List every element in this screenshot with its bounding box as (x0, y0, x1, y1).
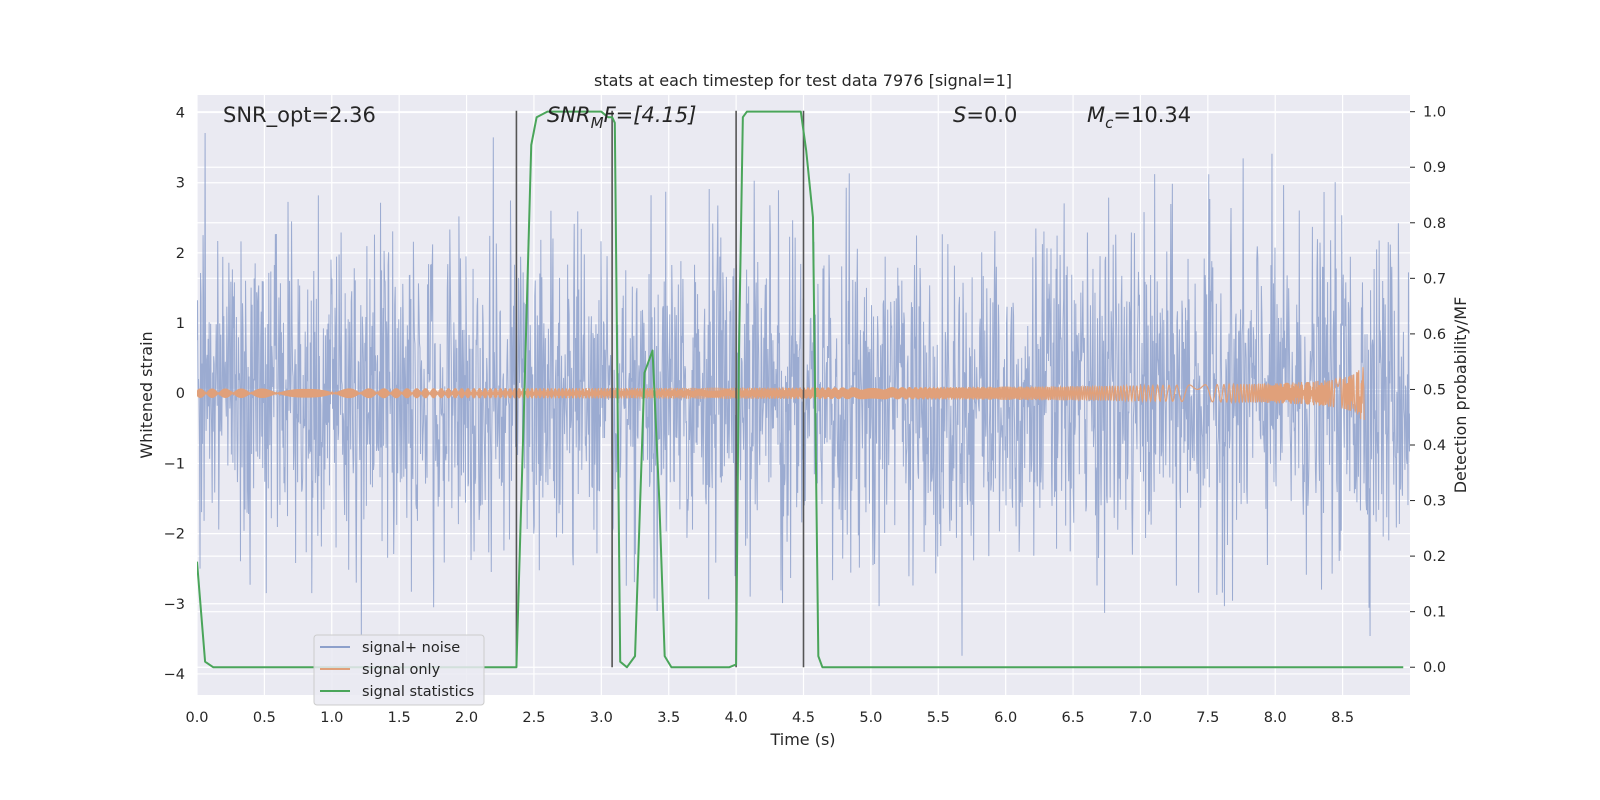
x-tick-label: 3.5 (657, 710, 680, 726)
snr-mf-symbol: SNR (547, 103, 591, 127)
s-value: =0.0 (966, 103, 1017, 127)
x-tick-label: 8.0 (1264, 710, 1287, 726)
y-right-tick-label: 0.5 (1423, 382, 1446, 398)
x-tick-label: 0.0 (185, 710, 208, 726)
x-tick-label: 6.0 (994, 710, 1017, 726)
legend-label-signal: signal only (362, 662, 441, 678)
snr-mf-value: F=[4.15] (604, 103, 697, 127)
legend-box (313, 634, 485, 706)
x-tick-label: 2.0 (455, 710, 478, 726)
y-right-tick-label: 1.0 (1423, 105, 1446, 121)
y-right-tick-label: 0.6 (1423, 327, 1446, 343)
y-left-tick-label: 3 (176, 176, 185, 192)
y-left-axis-label: Whitened strain (137, 331, 156, 458)
legend: signal+ noise signal only signal statist… (313, 634, 485, 706)
y-right-tick-label: 0.9 (1423, 160, 1446, 176)
y-left-tick-label: −3 (164, 597, 185, 613)
y-left-axis-ticks: −4 −3 −2 −1 0 1 2 3 4 (164, 106, 185, 683)
annotation-mc: Mc=10.34 (1087, 103, 1191, 132)
x-tick-label: 2.5 (522, 710, 545, 726)
x-tick-label: 1.0 (320, 710, 343, 726)
x-tick-label: 5.0 (859, 710, 882, 726)
chirp-trace (197, 367, 1365, 420)
x-tick-label: 5.5 (927, 710, 950, 726)
y-left-tick-label: 2 (176, 246, 185, 262)
y-left-tick-label: 0 (176, 386, 185, 402)
x-tick-label: 7.5 (1196, 710, 1219, 726)
statistics-trace (197, 110, 1404, 669)
legend-label-noise: signal+ noise (362, 640, 460, 656)
annotation-snr-opt: SNR_opt=2.36 (223, 103, 376, 128)
y-right-tick-label: 0.3 (1423, 494, 1446, 510)
x-tick-label: 0.5 (253, 710, 276, 726)
x-tick-label: 4.0 (725, 710, 748, 726)
chart-title: stats at each timestep for test data 797… (594, 71, 1012, 90)
x-axis-label: Time (s) (769, 730, 835, 749)
y-left-tick-label: −2 (164, 527, 185, 543)
x-tick-label: 7.0 (1129, 710, 1152, 726)
x-tick-label: 4.5 (792, 710, 815, 726)
y-right-tick-label: 0.1 (1423, 605, 1446, 621)
y-right-axis-ticks: 0.0 0.1 0.2 0.3 0.4 0.5 0.6 0.7 0.8 0.9 1.0 (1410, 105, 1446, 676)
y-right-tick-label: 0.4 (1423, 438, 1446, 454)
mc-subscript: c (1105, 114, 1114, 132)
x-tick-label: 6.5 (1062, 710, 1085, 726)
y-left-tick-label: 4 (176, 106, 185, 122)
y-right-axis-label: Detection probability/MF (1451, 297, 1470, 494)
x-axis-ticks: 0.0 0.5 1.0 1.5 2.0 2.5 3.0 3.5 4.0 4.5 5.0 5.5 6.0 6… (185, 710, 1354, 726)
y-right-tick-label: 0.8 (1423, 216, 1446, 232)
y-right-tick-label: 0.7 (1423, 271, 1446, 287)
s-symbol: S (953, 103, 966, 127)
snr-mf-subscript: M (591, 114, 604, 132)
series-signal-statistics (197, 110, 1404, 669)
x-tick-label: 8.5 (1331, 710, 1354, 726)
y-left-tick-label: 1 (176, 316, 185, 332)
mc-symbol: M (1087, 103, 1105, 127)
detection-marker-lines (515, 110, 805, 668)
annotation-snr-mf: SNRMF=[4.15] (547, 103, 696, 132)
y-right-tick-label: 0.2 (1423, 549, 1446, 565)
legend-label-stats: signal statistics (362, 684, 474, 700)
y-right-tick-label: 0.0 (1423, 660, 1446, 676)
annotation-s: S=0.0 (953, 103, 1017, 127)
series-signal-only (197, 367, 1365, 420)
y-left-tick-label: −1 (164, 456, 185, 472)
x-tick-label: 1.5 (388, 710, 411, 726)
y-left-tick-label: −4 (164, 667, 185, 683)
mc-value: =10.34 (1113, 103, 1191, 127)
x-tick-label: 3.0 (590, 710, 613, 726)
